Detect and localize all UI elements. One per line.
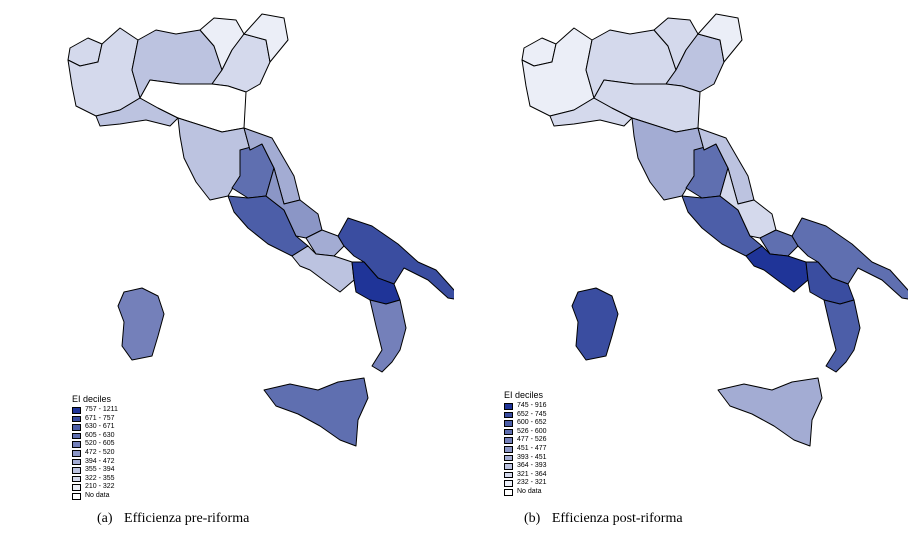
legend-label: 210 - 322 [85,483,115,491]
legend-swatch [504,428,513,436]
legend-item: 630 - 671 [72,423,118,432]
legend-swatch [72,449,81,457]
legend-swatch [72,432,81,440]
region-puglia [791,217,908,300]
map-panel-pre: EI deciles 757 - 1211 671 - 757 630 - 671 6… [67,13,454,527]
legend-swatch [504,454,513,462]
legend-label: 652 - 745 [517,410,547,418]
legend-label: 232 - 321 [517,479,547,487]
legend-label: 520 - 605 [85,440,115,448]
legend-item: 322 - 355 [72,475,118,484]
legend-item: 605 - 630 [72,432,118,441]
legend-item: 364 - 393 [504,462,547,471]
region-piemonte [521,27,595,117]
legend-swatch [504,480,513,487]
legend-label: 745 - 916 [517,402,547,409]
legend-item: 393 - 451 [504,454,547,463]
legend-swatch [72,407,81,414]
region-puglia [337,217,454,300]
legend-swatch [504,445,513,453]
legend-item: 600 - 652 [504,419,547,428]
legend-swatch [72,441,81,448]
legend-label: No data [517,487,542,495]
legend-label: 472 - 520 [85,448,115,456]
region-liguria [549,97,633,127]
legend-label: 477 - 526 [517,436,547,444]
legend-item: No data [72,492,118,501]
region-calabria [369,299,407,373]
region-emilia-romagna [593,79,701,133]
region-sicilia [717,377,823,447]
legend-item: 671 - 757 [72,415,118,424]
legend-label: 322 - 355 [85,474,115,482]
legend-label: 321 - 364 [517,470,547,478]
caption-label: (a) [97,511,113,526]
legend-item: 520 - 605 [72,440,118,449]
region-piemonte [67,27,141,117]
legend-item: 321 - 364 [504,471,547,480]
legend-label: 671 - 757 [85,414,115,422]
legend-swatch [72,484,81,491]
region-sicilia [263,377,369,447]
legend-item: 745 - 916 [504,402,547,411]
legend-swatch [504,420,513,427]
region-liguria [95,97,179,127]
legend-swatch [504,437,513,444]
legend-item: 757 - 1211 [72,406,118,415]
legend-label: 605 - 630 [85,431,115,439]
legend-swatch [504,411,513,419]
legend-label: 600 - 652 [517,419,547,427]
legend-swatch [504,471,513,479]
legend-item: 472 - 520 [72,449,118,458]
legend-swatch [504,488,513,496]
region-friuli [697,13,743,63]
legend-label: 364 - 393 [517,462,547,470]
legend-swatch [72,467,81,474]
region-emilia-romagna [139,79,247,133]
legend-swatch [72,475,81,483]
legend-item: 232 - 321 [504,479,547,488]
legend-post: EI deciles 745 - 916 652 - 745 600 - 652 52… [504,390,547,497]
legend-swatch [72,492,81,500]
legend-item: 394 - 472 [72,458,118,467]
caption-text: Efficienza post-riforma [551,511,683,526]
legend-item: 210 - 322 [72,483,118,492]
region-sardegna [571,287,619,361]
choropleth-map-post [521,13,908,447]
legend-label: 757 - 1211 [85,406,118,413]
legend-item: 526 - 600 [504,428,547,437]
legend-label: 355 - 394 [85,466,115,474]
legend-label: 394 - 472 [85,457,115,465]
legend-item: 451 - 477 [504,445,547,454]
region-sardegna [117,287,165,361]
legend-pre: EI deciles 757 - 1211 671 - 757 630 - 671 6… [72,394,118,501]
caption-pre: (a) Efficienza pre-riforma [97,511,249,527]
legend-label: No data [85,491,110,499]
legend-label: 526 - 600 [517,427,547,435]
legend-swatch [72,458,81,466]
legend-swatch [504,403,513,410]
caption-post: (b) Efficienza post-riforma [524,511,683,527]
legend-label: 630 - 671 [85,423,115,431]
legend-rows: 745 - 916 652 - 745 600 - 652 526 - 600 477 … [504,402,547,497]
legend-item: No data [504,488,547,497]
legend-item: 355 - 394 [72,466,118,475]
choropleth-map-pre [67,13,454,447]
legend-swatch [72,415,81,423]
legend-label: 393 - 451 [517,453,547,461]
legend-swatch [504,463,513,470]
legend-rows: 757 - 1211 671 - 757 630 - 671 605 - 630 520… [72,406,118,501]
legend-title: EI deciles [72,394,112,404]
map-panel-post: EI deciles 745 - 916 652 - 745 600 - 652 52… [454,0,908,533]
region-friuli [243,13,289,63]
caption-label: (b) [524,511,541,526]
legend-item: 652 - 745 [504,411,547,420]
legend-swatch [72,424,81,431]
legend-title: EI deciles [504,390,544,400]
region-calabria [823,299,861,373]
legend-item: 477 - 526 [504,436,547,445]
caption-text: Efficienza pre-riforma [124,511,250,526]
legend-label: 451 - 477 [517,444,547,452]
